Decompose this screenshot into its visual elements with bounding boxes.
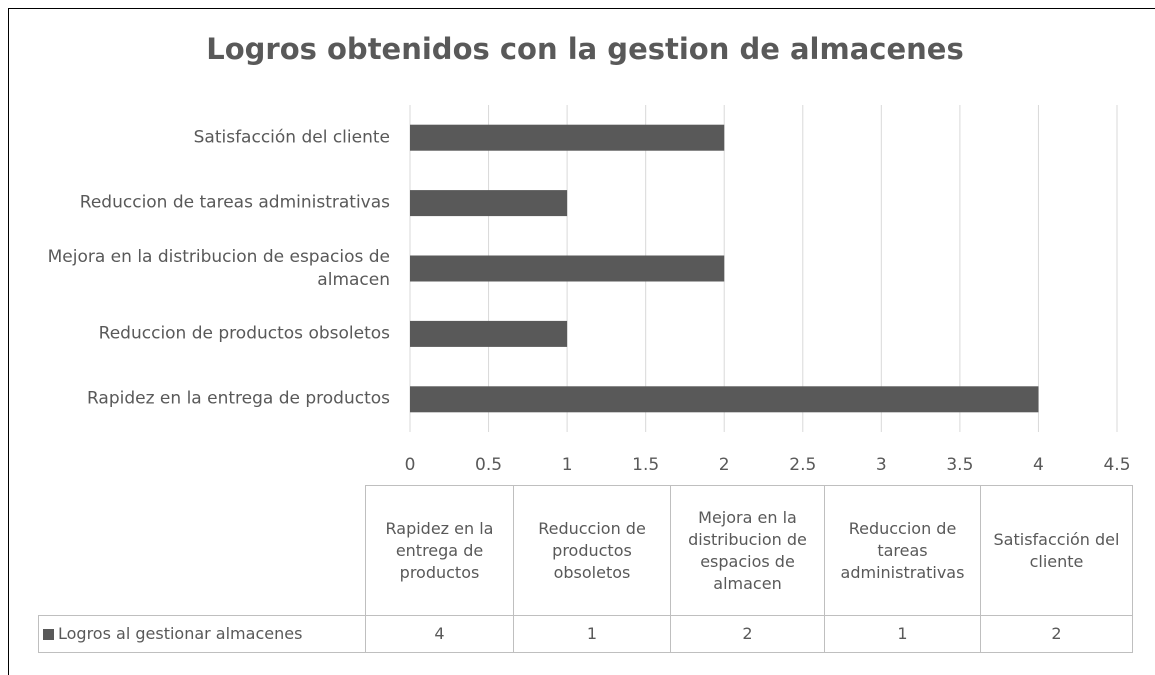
bar [410, 320, 568, 347]
x-tick-label: 2.5 [789, 455, 816, 475]
table-header-cell: Reduccion de tareas administrativas [824, 485, 981, 616]
x-tick-label: 3 [876, 455, 887, 475]
table-value-cell: 1 [513, 615, 671, 653]
table-value-cell: 2 [670, 615, 825, 653]
chart-border [8, 8, 1155, 675]
y-tick-label: Mejora en la distribucion de espacios de… [47, 246, 390, 290]
x-tick-label: 1 [562, 455, 573, 475]
y-tick-label: Rapidez en la entrega de productos [86, 388, 390, 409]
table-value-cell: 2 [980, 615, 1133, 653]
table-value-cell: 1 [824, 615, 981, 653]
x-tick-label: 1.5 [632, 455, 659, 475]
bar [410, 255, 725, 282]
y-tick-label: Reduccion de tareas administrativas [79, 192, 390, 213]
legend-swatch [43, 628, 54, 640]
table-header-cell: Mejora en la distribucion de espacios de… [670, 485, 825, 616]
x-tick-label: 4 [1033, 455, 1044, 475]
table-header-cell: Rapidez en la entrega de productos [365, 485, 514, 616]
x-tick-label: 0.5 [475, 455, 502, 475]
x-tick-label: 0 [405, 455, 416, 475]
table-header-cell: Satisfacción del cliente [980, 485, 1133, 616]
y-tick-label: Satisfacción del cliente [193, 127, 390, 148]
bar [410, 190, 568, 217]
legend-label: Logros al gestionar almacenes [58, 624, 303, 643]
x-tick-label: 4.5 [1103, 455, 1130, 475]
table-header-cell: Reduccion de productos obsoletos [513, 485, 671, 616]
table-legend-cell: Logros al gestionar almacenes [38, 615, 366, 653]
x-tick-label: 3.5 [946, 455, 973, 475]
x-tick-label: 2 [719, 455, 730, 475]
bar [410, 124, 725, 151]
chart-title: Logros obtenidos con la gestion de almac… [206, 32, 964, 66]
table-value-cell: 4 [365, 615, 514, 653]
bar [410, 386, 1039, 413]
y-tick-label: Reduccion de productos obsoletos [98, 323, 390, 344]
